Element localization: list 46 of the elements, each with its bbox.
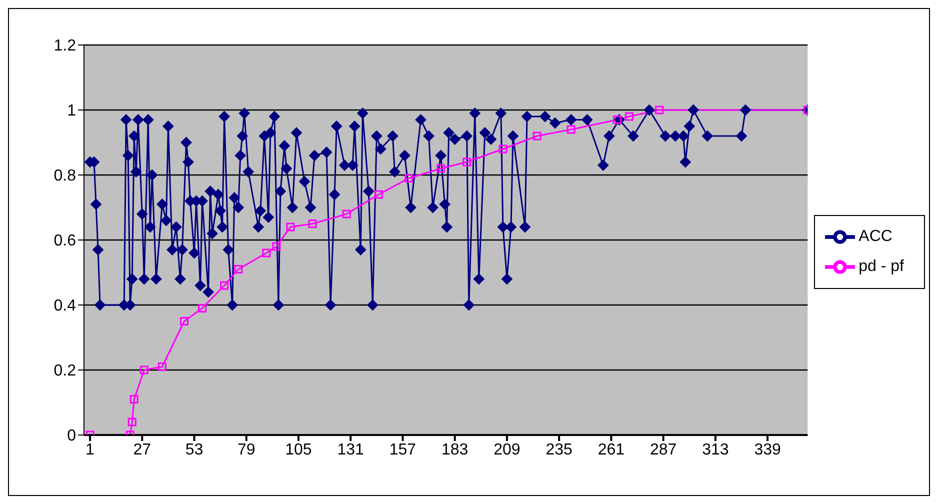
point <box>128 418 136 426</box>
point <box>130 395 138 404</box>
x-tick-label: 53 <box>185 441 204 458</box>
x-tick-label: 313 <box>702 441 729 458</box>
x-tick-label: 183 <box>441 441 468 458</box>
x-tick-label: 1 <box>86 441 95 458</box>
point <box>436 164 446 173</box>
x-tick-label: 287 <box>650 441 677 458</box>
point <box>158 362 166 371</box>
y-tick-label: 1.2 <box>54 38 76 55</box>
point <box>342 210 351 218</box>
x-tick-label: 339 <box>754 441 781 458</box>
point <box>498 144 508 154</box>
x-tick-label: 209 <box>494 441 520 458</box>
x-tick-label: 261 <box>598 441 625 458</box>
x-tick-label: 235 <box>546 441 573 458</box>
point <box>180 317 188 326</box>
point <box>262 248 271 258</box>
point <box>655 106 664 114</box>
y-tick-label: 0.6 <box>54 232 76 250</box>
point <box>374 190 383 199</box>
y-tick-label: 0 <box>67 428 76 445</box>
point <box>308 220 317 228</box>
x-tick-label: 79 <box>237 441 256 458</box>
legend-label: pd - pf <box>858 258 904 276</box>
point <box>286 222 295 232</box>
legend-label: ACC <box>858 228 892 246</box>
point <box>234 265 243 274</box>
x-tick-label: 131 <box>337 441 364 458</box>
y-tick-label: 0.2 <box>54 362 76 380</box>
point <box>198 304 207 312</box>
point <box>220 281 229 290</box>
y-tick-label: 0.8 <box>54 168 76 185</box>
y-tick-label: 0.4 <box>54 298 76 315</box>
point <box>624 112 634 121</box>
x-tick-label: 27 <box>133 441 152 458</box>
x-tick-label: 105 <box>285 441 312 458</box>
point <box>566 125 576 134</box>
point <box>532 132 542 140</box>
x-tick-label: 157 <box>389 441 416 458</box>
y-tick-label: 1 <box>67 102 76 120</box>
point <box>140 366 148 374</box>
point <box>404 174 413 182</box>
point <box>272 242 281 251</box>
point <box>612 116 622 124</box>
point <box>462 158 472 166</box>
